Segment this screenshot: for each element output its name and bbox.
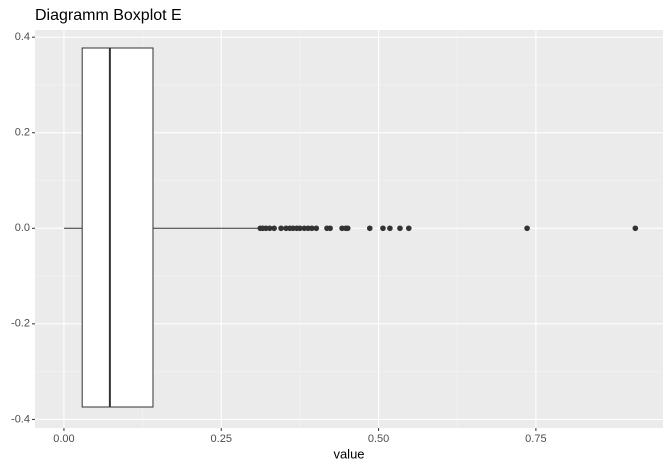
marks [63, 47, 639, 408]
x-tick-label: 0.00 [53, 433, 74, 445]
box [81, 47, 154, 408]
outlier [327, 225, 333, 232]
x-tick-label: 0.50 [368, 433, 389, 445]
outlier [380, 225, 386, 232]
outlier [632, 225, 639, 232]
outlier [405, 225, 412, 232]
outlier [397, 225, 403, 232]
y-tick-label: 0.0 [15, 222, 30, 234]
x-tick-label: 0.25 [211, 433, 232, 445]
outlier [271, 225, 277, 232]
outlier [313, 225, 320, 232]
outlier [524, 225, 530, 232]
outlier [366, 225, 373, 232]
y-tick-label: 0.4 [15, 31, 30, 43]
y-tick-label: -0.2 [11, 318, 30, 330]
outlier [387, 225, 393, 232]
outlier [344, 225, 351, 232]
chart-title: Diagramm Boxplot E [35, 7, 182, 24]
x-tick-label: 0.75 [525, 433, 546, 445]
outlier [278, 225, 284, 232]
y-tick-label: 0.2 [15, 127, 30, 139]
outlier [309, 225, 315, 232]
x-axis-label: value [333, 446, 364, 461]
outlier [297, 225, 303, 232]
y-tick-label: -0.4 [11, 413, 30, 425]
outlier [266, 225, 273, 232]
